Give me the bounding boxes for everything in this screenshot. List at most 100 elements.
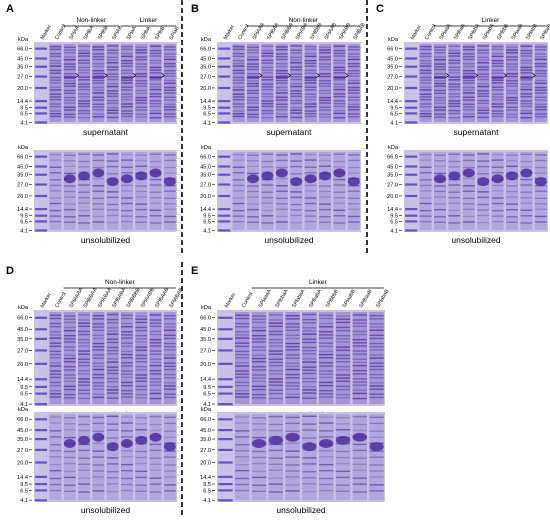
expressed-band [319,171,331,181]
protein-band [290,191,303,193]
expressed-band [63,174,76,184]
marker-value-label: 45.0 [17,164,28,170]
protein-band [302,369,317,371]
protein-band [78,415,90,418]
protein-band [434,49,446,51]
protein-band [149,469,162,471]
marker-value-label: 9.5 [390,106,398,112]
protein-band [491,115,504,118]
protein-band [163,430,176,432]
protein-band [247,56,259,58]
protein-band [251,470,267,473]
protein-band [285,490,300,492]
protein-band [285,349,300,351]
protein-band [419,190,432,192]
protein-band [285,373,300,376]
protein-band [520,79,533,81]
protein-band [135,423,148,425]
protein-band [491,82,504,84]
protein-band [247,221,259,223]
marker-value-label: 6.5 [203,219,211,225]
protein-band [268,397,283,400]
protein-band [78,196,90,199]
protein-band [49,314,62,317]
ladder-band [405,183,418,186]
marker-value-label: 9.5 [20,385,28,391]
protein-band [235,342,250,344]
protein-band [235,384,250,387]
protein-band [290,83,303,85]
protein-band [369,314,384,317]
protein-band [477,66,490,68]
protein-band [304,202,317,205]
protein-band [63,450,76,453]
protein-band [251,423,267,425]
protein-band [520,166,533,168]
protein-band [149,160,162,163]
marker-value-label: 35.0 [200,337,211,343]
protein-band [92,208,105,211]
marker-value-label: 14.4 [200,475,211,481]
protein-band [477,95,490,97]
protein-band [261,105,274,108]
ladder-band [35,429,48,432]
protein-band [285,388,300,390]
protein-band [247,165,259,167]
protein-band [78,378,90,380]
protein-band [462,63,475,65]
protein-band [149,209,162,212]
protein-band [352,457,367,459]
protein-band [49,353,62,356]
protein-band [462,215,475,218]
lane-label: Marker [223,24,236,41]
protein-band [369,326,384,328]
protein-band [335,360,351,363]
protein-band [49,317,62,320]
protein-band [135,377,148,379]
lane-smear [121,414,133,500]
protein-band [534,113,547,115]
protein-band [235,362,250,364]
protein-band [106,214,119,217]
protein-band [49,190,62,192]
protein-band [275,103,288,106]
protein-band [261,69,274,71]
expressed-band [335,435,351,445]
protein-band [49,365,62,367]
protein-band [261,55,274,57]
lane-smear [520,44,533,122]
target-band [304,76,317,79]
protein-band [163,63,176,65]
group-label: Linker [482,17,501,24]
lane-label: SPlAB [111,25,124,41]
ladder-band [218,337,233,340]
protein-band [268,423,283,426]
protein-band [268,415,283,418]
protein-band [106,477,119,479]
protein-band [352,429,367,432]
protein-band [506,75,518,78]
protein-band [251,393,267,396]
ladder-band [35,57,48,60]
marker-value-label: 35.0 [17,337,28,343]
protein-band [232,45,245,48]
protein-band [319,185,331,187]
protein-band [285,354,300,356]
group-label: Non-linker [289,17,319,24]
protein-band [106,349,119,352]
protein-band [163,456,176,458]
protein-band [275,203,288,205]
protein-band [251,357,267,360]
protein-band [135,113,148,116]
protein-band [520,202,533,204]
protein-band [419,166,432,168]
lane-smear [477,44,490,122]
protein-band [149,112,162,115]
protein-band [347,172,360,174]
protein-band [275,72,288,75]
protein-band [106,338,119,340]
ladder-band [35,483,48,486]
ladder-band [405,194,418,198]
protein-band [235,430,250,432]
protein-band [232,93,245,95]
